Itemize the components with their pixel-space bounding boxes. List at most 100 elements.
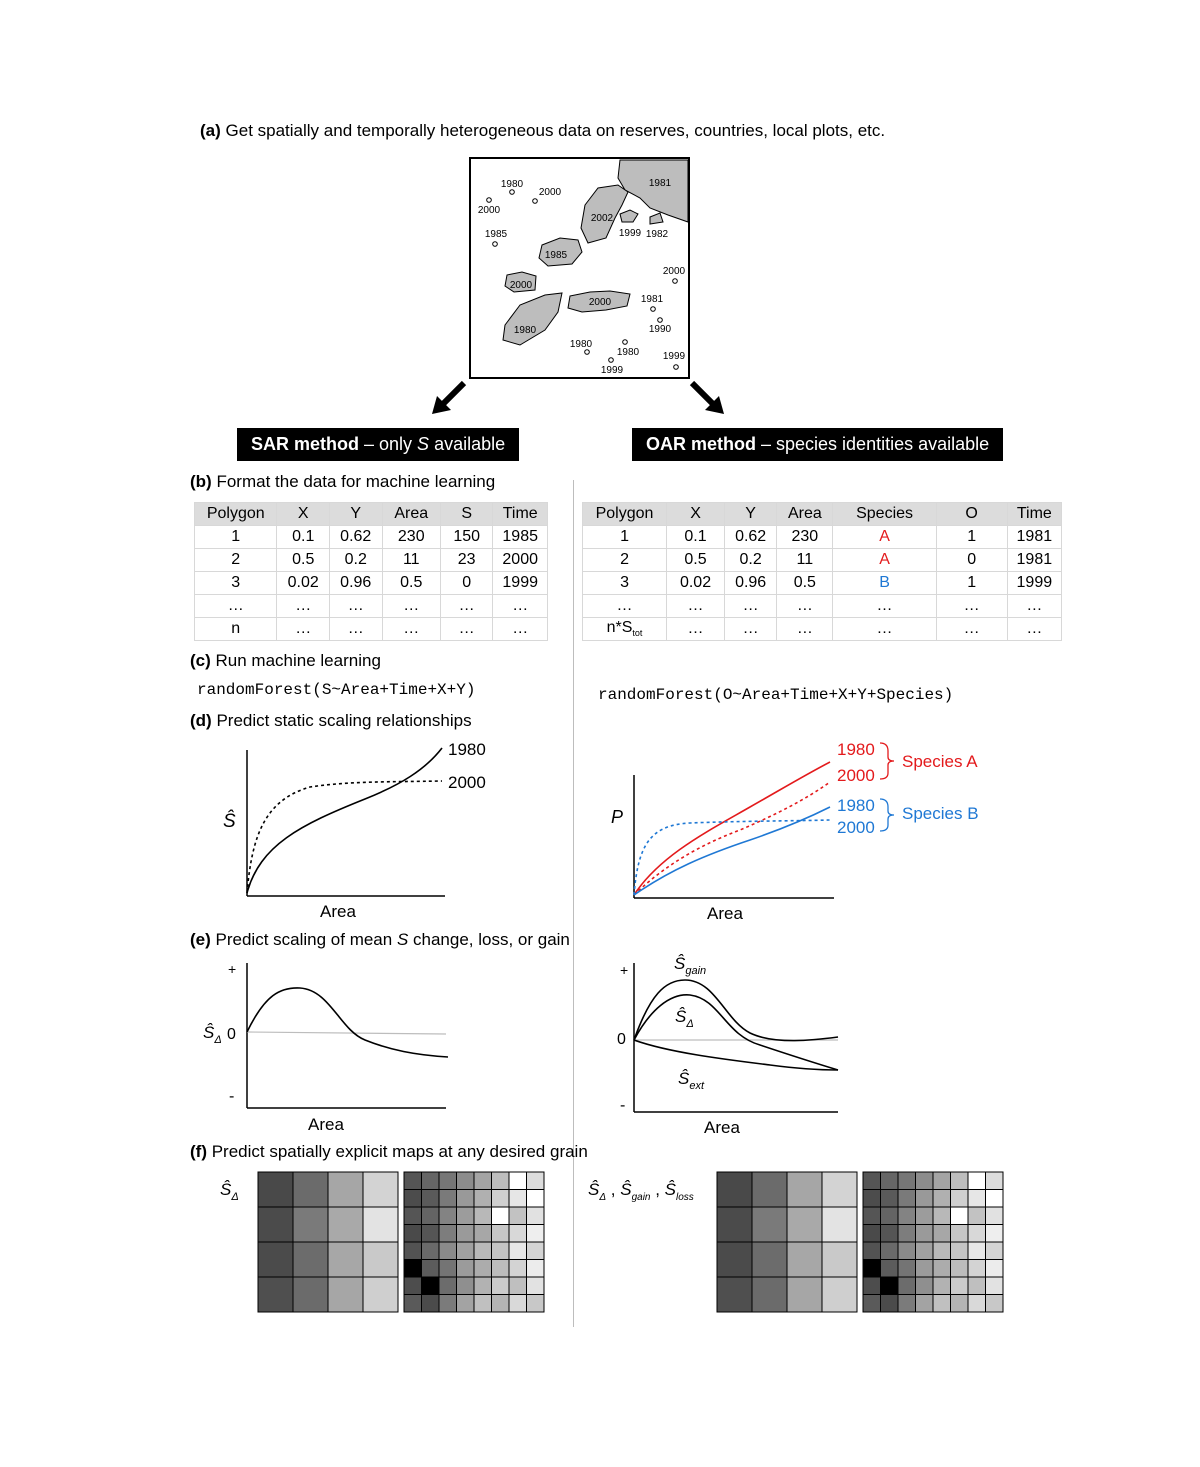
map-polygon-1999: [619, 209, 639, 223]
grid-cell: [508, 1189, 527, 1208]
oar-static-plot: 1980 2000 Species A 1980 2000 Species B …: [611, 740, 979, 923]
grid-cell: [473, 1241, 492, 1260]
sar-coarse-grid-map: [257, 1171, 399, 1313]
table-row: ………………: [193, 594, 548, 618]
grid-cell: [526, 1224, 545, 1243]
grid-cell: [403, 1276, 422, 1295]
grid-cell: [362, 1241, 399, 1278]
curve-mean-change: [246, 987, 449, 1058]
point-label: 2000: [478, 205, 501, 216]
step-f-heading: (f) Predict spatially explicit maps at a…: [190, 1142, 588, 1162]
point-label: 1980: [501, 179, 524, 190]
grid-cell: [897, 1206, 916, 1225]
grid-cell: [438, 1241, 457, 1260]
table-cell: 230: [381, 525, 441, 549]
step-a-heading: (a) Get spatially and temporally heterog…: [200, 121, 885, 141]
grid-cell: [932, 1189, 951, 1208]
point-label: 1999: [663, 351, 686, 362]
grid-cell: [932, 1171, 951, 1190]
step-a-letter: (a): [200, 121, 221, 140]
curve-species-b-2000: [633, 819, 831, 896]
grid-cell: [932, 1224, 951, 1243]
table-cell: 0.2: [328, 548, 383, 572]
step-f-letter: (f): [190, 1142, 207, 1161]
step-e-s: S: [396, 930, 409, 949]
grid-cell: [421, 1259, 440, 1278]
grid-cell: [526, 1259, 545, 1278]
table-cell: 0.5: [276, 548, 330, 572]
table-cell: 0.5: [776, 571, 834, 595]
grid-cell: [786, 1171, 823, 1208]
table-cell: 1981: [1006, 548, 1063, 572]
grid-cell: [880, 1171, 899, 1190]
table-cell: 0.5: [666, 548, 726, 572]
sar-map-label: ŜΔ: [220, 1180, 239, 1203]
table-cell: …: [276, 594, 330, 618]
table-header-cell: Y: [328, 502, 383, 526]
grid-cell: [508, 1241, 527, 1260]
grid-cell: [880, 1241, 899, 1260]
table-cell: 23: [439, 548, 494, 572]
x-axis-label: Area: [320, 902, 356, 921]
grid-cell: [932, 1294, 951, 1313]
grid-cell: [456, 1224, 475, 1243]
grid-cell: [967, 1189, 986, 1208]
table-cell: 1999: [492, 571, 548, 595]
curve-ext: [633, 1039, 839, 1071]
table-header-row: Polygon X Y Area S Time: [193, 502, 548, 526]
step-e-text-end: change, loss, or gain: [408, 930, 570, 949]
grid-cell: [292, 1241, 329, 1278]
polygon-label: 1981: [649, 178, 672, 189]
grid-cell: [526, 1276, 545, 1295]
polygon-label: 2000: [510, 280, 533, 291]
point-label: 1980: [617, 347, 640, 358]
sar-static-plot: 1980 2000 Ŝ Area: [223, 740, 486, 921]
grid-cell: [932, 1241, 951, 1260]
grid-cell: [257, 1276, 294, 1313]
grid-cell: [967, 1241, 986, 1260]
table-row: 3 0.02 0.96 0.5 0 1999: [193, 571, 548, 595]
grid-cell: [880, 1259, 899, 1278]
grid-cell: [456, 1241, 475, 1260]
grid-cell: [508, 1224, 527, 1243]
grid-cell: [897, 1259, 916, 1278]
table-cell: 3: [581, 571, 668, 595]
grid-cell: [915, 1241, 934, 1260]
grid-cell: [421, 1294, 440, 1313]
grid-cell: [327, 1171, 364, 1208]
table-cell: 0.2: [724, 548, 778, 572]
map-polygon-1980: [502, 292, 563, 346]
series-label-1980: 1980: [448, 740, 486, 759]
table-cell: n*Stot: [581, 617, 668, 641]
species-a-label: Species A: [902, 752, 978, 771]
grid-cell: [473, 1171, 492, 1190]
table-cell: 3: [193, 571, 278, 595]
grid-cell: [897, 1189, 916, 1208]
step-f-text: Predict spatially explicit maps at any d…: [211, 1142, 588, 1161]
grid-cell: [915, 1171, 934, 1190]
table-cell: …: [666, 617, 726, 641]
step-c-text: Run machine learning: [215, 651, 381, 670]
grid-cell: [862, 1294, 881, 1313]
oar-banner-text: – species identities available: [756, 434, 990, 454]
sar-fine-grid-map: [403, 1171, 545, 1313]
grid-cell: [862, 1189, 881, 1208]
table-cell: …: [581, 594, 668, 618]
table-cell: 0.96: [328, 571, 383, 595]
point-label: 1985: [485, 229, 508, 240]
species-a-2000-label: 2000: [837, 766, 875, 785]
table-cell: …: [492, 594, 548, 618]
grid-cell: [897, 1294, 916, 1313]
grid-cell: [985, 1241, 1004, 1260]
grid-cell: [421, 1189, 440, 1208]
grid-cell: [862, 1241, 881, 1260]
point-label: 2000: [539, 187, 562, 198]
grid-cell: [491, 1294, 510, 1313]
table-cell: 0: [935, 548, 1008, 572]
grid-cell: [897, 1171, 916, 1190]
grid-cell: [880, 1206, 899, 1225]
grid-cell: [751, 1206, 788, 1243]
polygon-label: 1982: [646, 229, 669, 240]
sar-data-table: Polygon X Y Area S Time 1 0.1 0.62 230 150 1985 2 0.…: [193, 502, 548, 641]
species-a-brace: [879, 742, 895, 780]
